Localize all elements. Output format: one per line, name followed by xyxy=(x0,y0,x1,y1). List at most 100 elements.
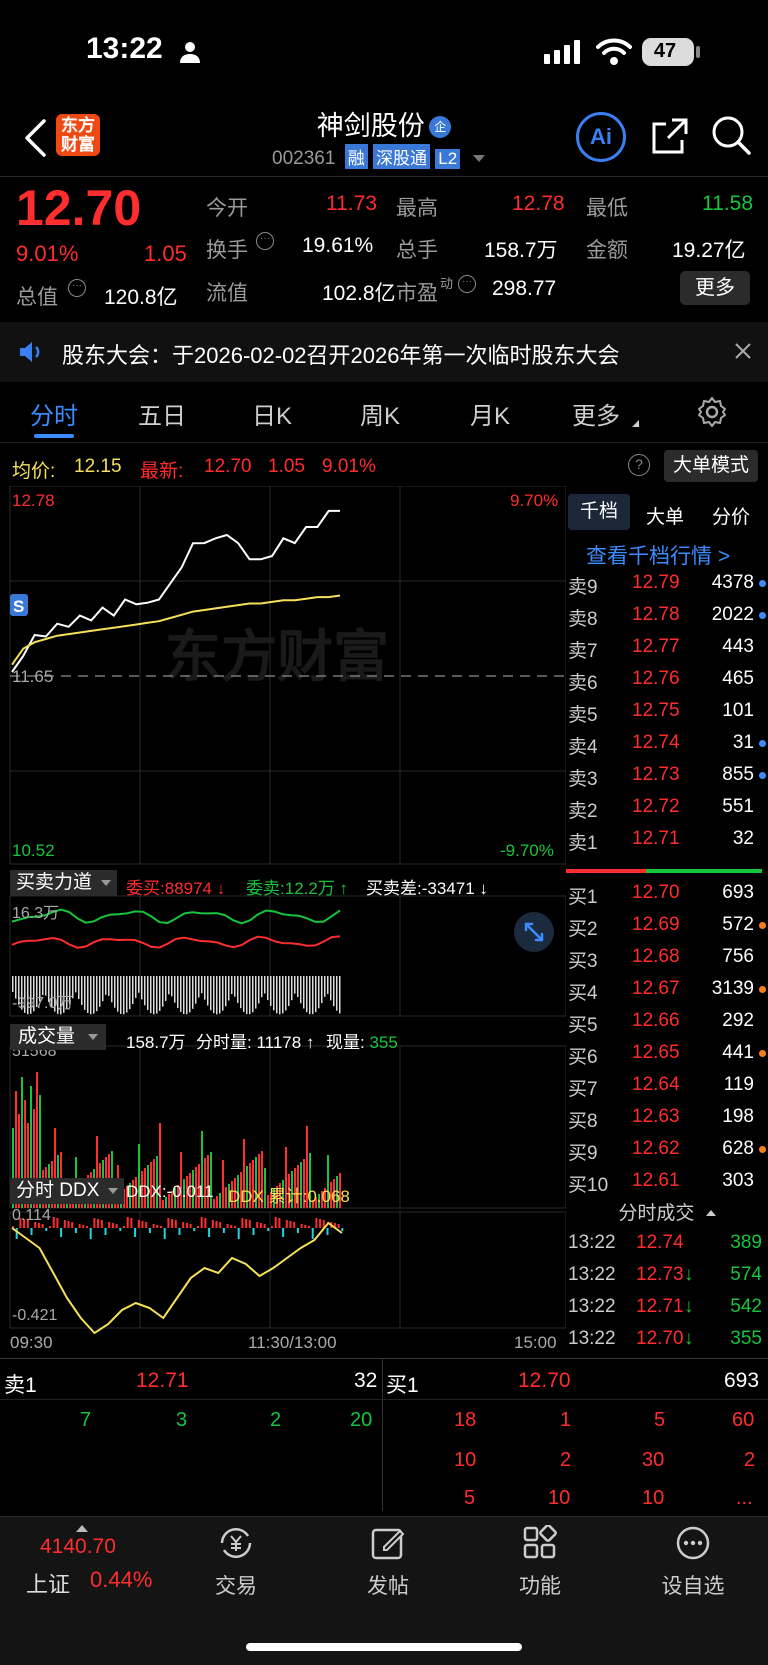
volume-label: 成交量 xyxy=(18,1026,76,1047)
bid-row[interactable]: 买6 12.65 441 xyxy=(566,1042,768,1074)
s-marker-box[interactable] xyxy=(10,594,28,616)
bid-row[interactable]: 买4 12.67 3139 xyxy=(566,978,768,1010)
intraday-chart-area[interactable]: 东方财富 12.78 11.65 10.52 9.70% -9.70% S 16… xyxy=(0,486,566,1358)
ask-row[interactable]: 卖9 12.79 4378 xyxy=(566,572,768,604)
ob-tab-big-order[interactable]: 大单 xyxy=(646,507,685,528)
price-line xyxy=(11,509,340,673)
volume-bar xyxy=(24,1100,26,1208)
info-circle-icon[interactable]: ··· xyxy=(68,279,86,297)
queue-buy-item: 60 xyxy=(732,1409,755,1431)
order-dot-icon xyxy=(759,740,766,747)
ddx-bar xyxy=(71,1222,74,1228)
volume-bar xyxy=(333,1179,335,1208)
high-label: 最高 xyxy=(396,197,438,220)
bid-row[interactable]: 买8 12.63 198 xyxy=(566,1106,768,1138)
more-button[interactable]: 更多 xyxy=(680,271,750,305)
ask-row[interactable]: 卖8 12.78 2022 xyxy=(566,604,768,636)
stock-title: 神剑股份 企 xyxy=(0,104,768,143)
ddx-bottom-label: -0.421 xyxy=(12,1307,57,1324)
back-chevron-icon[interactable] xyxy=(22,118,48,158)
notice-bar[interactable]: 股东大会：于2026-02-02召开2026年第一次临时股东大会 xyxy=(0,322,768,382)
volume-bar xyxy=(195,1167,197,1208)
bid-row[interactable]: 买9 12.62 628 xyxy=(566,1138,768,1170)
volume-bar xyxy=(312,1200,314,1208)
tab-more[interactable]: 更多 xyxy=(572,403,620,430)
nav-post[interactable]: 发帖 xyxy=(348,1525,428,1605)
bid-row[interactable]: 买5 12.66 292 xyxy=(566,1010,768,1042)
big-order-mode-button[interactable]: 大单模式 xyxy=(664,450,758,482)
help-icon[interactable]: ? xyxy=(628,454,650,476)
force-bar xyxy=(198,976,200,998)
sell-order-value: 12.2万 xyxy=(284,879,335,898)
gear-icon[interactable] xyxy=(696,396,728,428)
ddx-bar xyxy=(100,1220,103,1228)
tab-daily-k[interactable]: 日K xyxy=(252,403,293,430)
force-bar xyxy=(27,976,29,1015)
tab-intraday[interactable]: 分时 xyxy=(30,403,78,430)
diff-label: 买卖差: xyxy=(366,879,422,898)
volume-selector[interactable]: 成交量 xyxy=(10,1024,106,1050)
ob-tab-thousand[interactable]: 千档 xyxy=(568,494,630,530)
bid-price: 12.61 xyxy=(632,1170,680,1191)
index-ticker[interactable]: 4140.70 上证 0.44% xyxy=(0,1517,170,1617)
tab-weekly-k[interactable]: 周K xyxy=(360,403,401,430)
order-book: 千档 大单 分价 查看千档行情 > xyxy=(566,486,768,1358)
ddx-value-label: DDX: xyxy=(126,1182,167,1201)
tab-five-day[interactable]: 五日 xyxy=(138,403,186,430)
force-bar xyxy=(87,976,89,1014)
ask-row[interactable]: 卖4 12.74 31 xyxy=(566,732,768,764)
now-volume-label: 现量: xyxy=(326,1033,365,1052)
volume-bar xyxy=(165,1197,167,1208)
force-bar xyxy=(96,976,98,1012)
volume-bar xyxy=(294,1168,296,1208)
volume-bar xyxy=(15,1091,17,1208)
ask-row[interactable]: 卖1 12.71 32 xyxy=(566,828,768,860)
bid-row[interactable]: 买1 12.70 693 xyxy=(566,882,768,914)
tab-monthly-k[interactable]: 月K xyxy=(470,403,511,430)
force-selector[interactable]: 买卖力道 xyxy=(10,870,117,896)
bid-row[interactable]: 买2 12.69 572 xyxy=(566,914,768,946)
force-bar xyxy=(288,976,290,1006)
trade-time: 13:22 xyxy=(568,1296,616,1317)
expand-chart-button[interactable] xyxy=(514,912,554,952)
ob-tab-price[interactable]: 分价 xyxy=(712,507,751,528)
view-thousand-link[interactable]: 查看千档行情 > xyxy=(586,545,731,568)
queue-sell-label: 卖1 xyxy=(4,1374,37,1397)
volume-bar xyxy=(261,1151,263,1208)
ddx-selector[interactable]: 分时 DDX xyxy=(10,1178,125,1204)
force-bar xyxy=(63,976,65,1013)
ask-row[interactable]: 卖2 12.72 551 xyxy=(566,796,768,828)
bid-price: 12.70 xyxy=(632,882,680,903)
ddx-bar xyxy=(23,1219,26,1228)
trade-volume: 574 xyxy=(730,1264,762,1285)
ask-row[interactable]: 卖7 12.77 443 xyxy=(566,636,768,668)
ask-row[interactable]: 卖3 12.73 855 xyxy=(566,764,768,796)
bid-row[interactable]: 买7 12.64 119 xyxy=(566,1074,768,1106)
ai-button[interactable]: Ai xyxy=(576,112,626,162)
nav-trade[interactable]: 交易 xyxy=(196,1525,276,1605)
trade-price: 12.74 xyxy=(636,1232,684,1253)
close-icon[interactable] xyxy=(734,342,752,360)
ask-row[interactable]: 卖5 12.75 101 xyxy=(566,700,768,732)
share-icon[interactable] xyxy=(650,116,690,156)
dropdown-caret-icon[interactable] xyxy=(473,155,486,162)
ask-level-label: 卖1 xyxy=(568,833,598,854)
ddx-top-label: 0.114 xyxy=(12,1207,51,1224)
nav-functions[interactable]: 功能 xyxy=(500,1524,580,1605)
force-bar xyxy=(333,976,335,1007)
info-circle-icon[interactable]: ··· xyxy=(256,232,274,250)
info-circle-icon[interactable]: ··· xyxy=(458,275,476,293)
trades-title[interactable]: 分时成交 xyxy=(566,1198,768,1225)
ddx-cum-line xyxy=(11,1221,343,1335)
nav-watchlist[interactable]: 设自选 xyxy=(648,1525,738,1605)
pct-max-label: 9.70% xyxy=(510,491,558,510)
trade-volume: 542 xyxy=(730,1296,762,1317)
bid-row[interactable]: 买10 12.61 303 xyxy=(566,1170,768,1202)
search-icon[interactable] xyxy=(710,114,752,156)
bid-level-label: 买8 xyxy=(568,1111,598,1132)
ask-row[interactable]: 卖6 12.76 465 xyxy=(566,668,768,700)
dropdown-caret-icon xyxy=(87,1034,98,1040)
force-bar xyxy=(189,976,191,1013)
order-queue: 卖1 12.71 32 买1 12.70 693 7 3 2 20 18 1 5… xyxy=(0,1359,768,1511)
bid-row[interactable]: 买3 12.68 756 xyxy=(566,946,768,978)
